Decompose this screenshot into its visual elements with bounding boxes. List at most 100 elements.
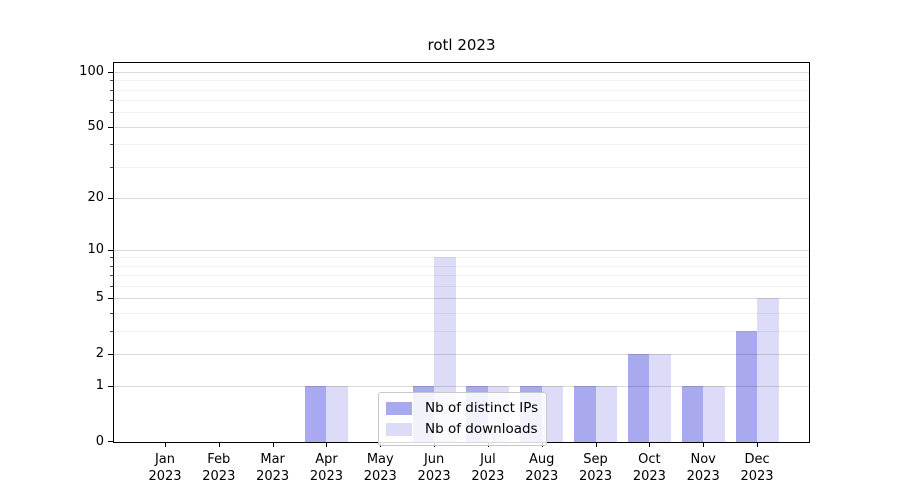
bar-nb-of-downloads-aug — [541, 386, 564, 442]
y-tick-label-20: 20 — [87, 189, 104, 205]
y-tick-20 — [108, 197, 113, 199]
gridline-y-minor-3 — [114, 330, 809, 332]
legend-swatch-icon — [386, 423, 412, 436]
legend-item-nb-of-downloads: Nb of downloads — [386, 419, 538, 440]
x-tick-year-may: 2023 — [363, 469, 397, 484]
legend-swatch-icon — [386, 402, 412, 415]
gridline-y-100 — [114, 72, 809, 73]
y-tick-label-2: 2 — [95, 345, 104, 361]
y-minor-tick-3 — [110, 330, 113, 332]
y-minor-tick-4 — [110, 312, 113, 314]
gridline-y-5 — [114, 298, 809, 300]
y-minor-tick-60 — [110, 112, 113, 114]
x-tick-label-feb: Feb — [207, 452, 231, 467]
gridline-y-minor-90 — [114, 80, 809, 82]
gridline-y-minor-6 — [114, 285, 809, 287]
gridline-y-50 — [114, 126, 809, 128]
x-tick-year-jun: 2023 — [417, 469, 451, 484]
x-tick-label-nov: Nov — [690, 452, 716, 467]
bar-nb-of-downloads-dec — [757, 298, 779, 442]
gridline-y-10 — [114, 249, 809, 251]
bar-nb-of-downloads-oct — [649, 353, 671, 442]
y-tick-50 — [108, 126, 113, 128]
plot-area: 0 1 2 5 10 20 50 100 Jan 2023 Feb 2023 Mar 2023 Apr 202… — [79, 62, 810, 484]
y-tick-2 — [108, 353, 113, 355]
legend-label: Nb of distinct IPs — [425, 400, 539, 416]
gridline-y-minor-4 — [114, 312, 809, 314]
gridline-y-2 — [114, 353, 809, 355]
y-minor-tick-90 — [110, 80, 113, 82]
gridline-y-minor-8 — [114, 265, 809, 267]
y-minor-tick-6 — [110, 285, 113, 287]
y-minor-tick-70 — [110, 100, 113, 102]
gridline-y-minor-60 — [114, 112, 809, 114]
y-tick-label-1: 1 — [95, 378, 104, 394]
gridline-y-minor-40 — [114, 144, 809, 146]
x-tick-label-may: May — [366, 452, 394, 467]
chart-title: rotl 2023 — [427, 36, 496, 54]
gridline-y-20 — [114, 197, 809, 199]
x-tick-feb — [218, 442, 220, 447]
x-tick-nov — [703, 442, 705, 447]
x-tick-label-mar: Mar — [260, 452, 285, 467]
y-tick-label-10: 10 — [87, 241, 104, 257]
y-minor-tick-80 — [110, 89, 113, 91]
gridline-y-minor-80 — [114, 89, 809, 91]
y-minor-tick-8 — [110, 265, 113, 267]
x-tick-year-jul: 2023 — [471, 469, 505, 484]
bar-nb-of-distinct-ips-sep — [574, 386, 596, 442]
y-tick-label-5: 5 — [95, 290, 104, 306]
bar-nb-of-distinct-ips-dec — [735, 330, 758, 442]
y-tick-100 — [108, 72, 113, 73]
legend-label: Nb of downloads — [425, 421, 538, 437]
bar-nb-of-downloads-apr — [326, 386, 348, 442]
x-tick-year-jan: 2023 — [148, 469, 182, 484]
bar-nb-of-distinct-ips-nov — [681, 386, 704, 442]
x-tick-sep — [595, 442, 597, 447]
y-tick-1 — [108, 386, 113, 388]
legend: Nb of distinct IPs Nb of downloads — [378, 392, 547, 446]
y-tick-label-50: 50 — [87, 118, 104, 134]
x-tick-label-dec: Dec — [744, 452, 770, 467]
y-tick-label-100: 100 — [79, 64, 104, 79]
bar-nb-of-downloads-nov — [703, 386, 725, 442]
y-minor-tick-30 — [110, 166, 113, 168]
y-tick-label-0: 0 — [95, 434, 104, 449]
x-tick-apr — [326, 442, 328, 447]
x-tick-label-sep: Sep — [583, 452, 608, 467]
x-tick-year-aug: 2023 — [525, 469, 559, 484]
gridline-y-minor-70 — [114, 100, 809, 102]
y-minor-tick-9 — [110, 257, 113, 259]
y-tick-10 — [108, 249, 113, 251]
x-tick-label-jan: Jan — [154, 452, 176, 467]
legend-item-nb-of-distinct-ips: Nb of distinct IPs — [386, 398, 538, 419]
y-minor-tick-40 — [110, 144, 113, 146]
bar-nb-of-distinct-ips-apr — [304, 386, 327, 442]
x-tick-jan — [165, 442, 166, 447]
x-tick-label-oct: Oct — [638, 452, 661, 467]
gridline-y-minor-7 — [114, 275, 809, 277]
x-tick-year-apr: 2023 — [309, 469, 343, 484]
gridline-y-1 — [114, 386, 809, 388]
x-tick-dec — [757, 442, 759, 447]
gridline-y-minor-30 — [114, 166, 809, 168]
x-tick-label-jul: Jul — [480, 452, 496, 467]
y-minor-tick-7 — [110, 275, 113, 277]
bar-nb-of-downloads-sep — [595, 386, 618, 442]
x-tick-year-sep: 2023 — [579, 469, 613, 484]
x-tick-year-oct: 2023 — [632, 469, 666, 484]
x-tick-label-apr: Apr — [315, 452, 338, 467]
x-tick-year-mar: 2023 — [256, 469, 290, 484]
y-tick-0 — [108, 441, 113, 442]
x-tick-mar — [272, 442, 274, 447]
x-tick-label-aug: Aug — [529, 452, 555, 467]
x-tick-year-nov: 2023 — [686, 469, 720, 484]
y-tick-5 — [108, 298, 113, 300]
bar-nb-of-distinct-ips-oct — [627, 353, 650, 442]
x-tick-year-dec: 2023 — [740, 469, 774, 484]
x-tick-oct — [649, 442, 651, 447]
x-tick-year-feb: 2023 — [202, 469, 236, 484]
x-tick-label-jun: Jun — [423, 452, 445, 467]
gridline-y-minor-9 — [114, 257, 809, 259]
